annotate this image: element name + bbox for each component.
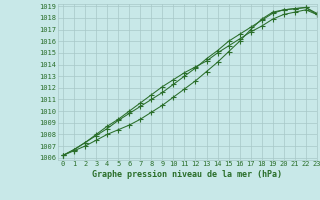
X-axis label: Graphe pression niveau de la mer (hPa): Graphe pression niveau de la mer (hPa): [92, 170, 282, 179]
